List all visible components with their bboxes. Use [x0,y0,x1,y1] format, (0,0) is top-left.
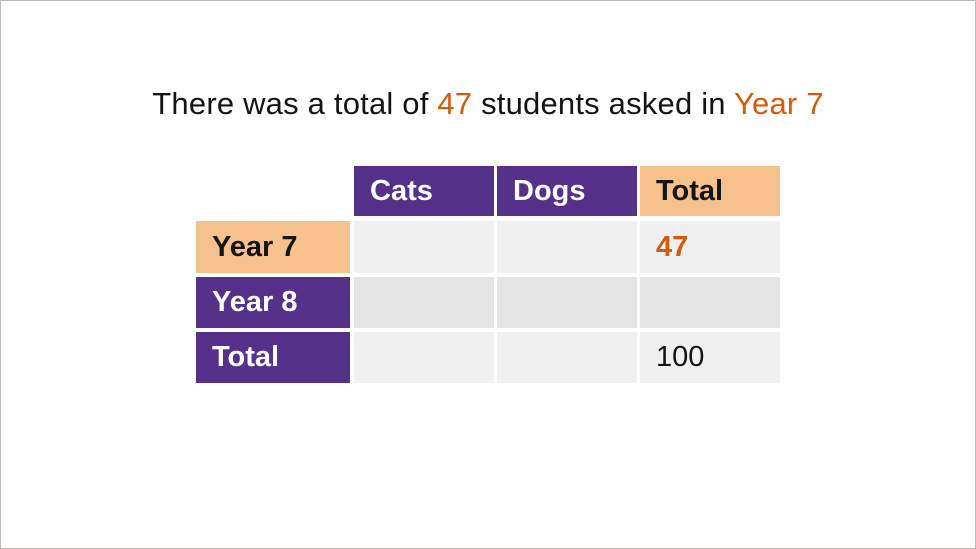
headline-text-2: students asked in [472,86,734,121]
headline-total-value: 47 [437,86,473,121]
headline: There was a total of 47 students asked i… [0,86,976,122]
cell-year8-dogs [497,277,637,328]
column-header-dogs: Dogs [497,166,637,216]
cell-year8-total [640,277,780,328]
column-header-cats: Cats [354,166,494,216]
row-header-year-8: Year 8 [196,277,350,328]
cell-grand-total: 100 [640,332,780,383]
cell-year7-cats [354,221,494,273]
cell-year7-dogs [497,221,637,273]
cell-year8-cats [354,277,494,328]
headline-text-1: There was a total of [152,86,438,121]
headline-year: Year 7 [733,86,824,121]
cell-year7-total: 47 [640,221,780,273]
row-header-total: Total [196,332,350,383]
column-header-total: Total [640,166,780,216]
cell-total-dogs [497,332,637,383]
cell-total-cats [354,332,494,383]
row-header-year-7: Year 7 [196,221,350,273]
